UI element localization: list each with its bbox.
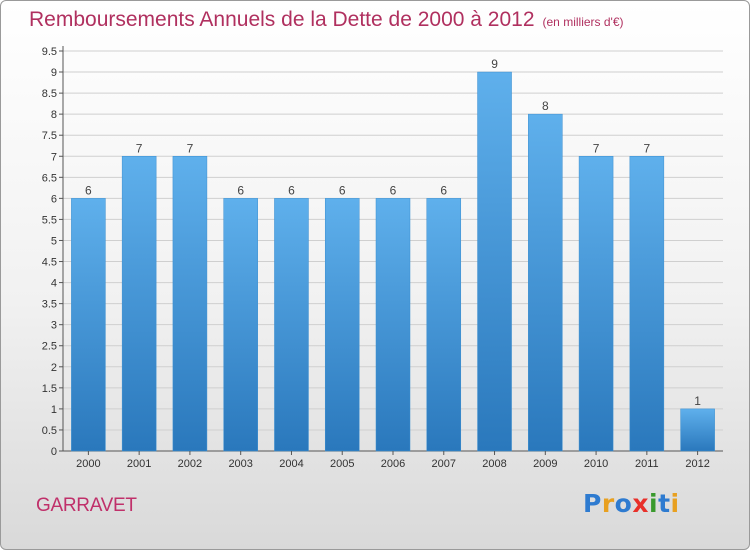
logo-letter: x [632, 489, 649, 518]
y-tick-label: 4 [51, 278, 57, 290]
data-label: 6 [85, 183, 92, 197]
data-label: 6 [288, 183, 295, 197]
data-label: 6 [440, 183, 447, 197]
y-tick-label: 4.5 [42, 257, 57, 269]
bar [528, 113, 563, 452]
y-tick-label: 8.5 [42, 88, 57, 100]
data-label: 7 [187, 141, 194, 155]
chart-unit: (en milliers d'€) [542, 15, 624, 29]
data-label: 9 [491, 57, 498, 71]
y-tick-label: 3 [51, 320, 57, 332]
data-label: 6 [390, 183, 397, 197]
logo-letter: i [670, 489, 680, 518]
data-label: 7 [136, 141, 143, 155]
bar [680, 408, 715, 452]
y-tick-label: 1 [51, 404, 57, 416]
y-tick-label: 9.5 [42, 46, 57, 58]
logo-letter: o [614, 489, 633, 518]
logo-letter: i [649, 489, 659, 518]
bar [172, 156, 208, 452]
x-tick-label: 2010 [584, 458, 608, 470]
bar [477, 71, 512, 452]
x-tick-label: 2005 [330, 458, 354, 470]
x-tick-label: 2011 [635, 458, 659, 470]
data-label: 7 [593, 141, 600, 155]
x-tick-label: 2007 [432, 458, 456, 470]
y-tick-label: 5 [51, 235, 57, 247]
y-tick-label: 1.5 [42, 383, 57, 395]
data-label: 7 [644, 141, 651, 155]
logo-letter: r [601, 489, 615, 518]
bar [426, 198, 462, 452]
y-tick-label: 0 [51, 446, 57, 458]
chart-title-text: Remboursements Annuels de la Dette de 20… [29, 8, 535, 31]
bar [324, 198, 360, 452]
x-tick-label: 2012 [685, 458, 709, 470]
y-tick-label: 6.5 [42, 172, 57, 184]
x-tick-label: 2009 [533, 458, 557, 470]
y-tick-label: 3.5 [42, 299, 57, 311]
bar [629, 156, 665, 452]
x-tick-label: 2008 [482, 458, 506, 470]
logo-letter: P [583, 489, 602, 518]
chart-title: Remboursements Annuels de la Dette de 20… [29, 8, 624, 32]
y-tick-label: 7.5 [42, 130, 57, 142]
x-tick-label: 2006 [381, 458, 405, 470]
data-label: 6 [237, 183, 244, 197]
y-tick-label: 6 [51, 193, 57, 205]
x-tick-label: 2001 [127, 458, 151, 470]
x-tick-label: 2000 [76, 458, 100, 470]
y-tick-label: 9 [51, 67, 57, 79]
bar [71, 198, 106, 452]
bar [274, 198, 309, 452]
y-tick-label: 7 [51, 151, 57, 163]
x-tick-label: 2003 [228, 458, 252, 470]
y-tick-label: 2.5 [42, 341, 57, 353]
data-label: 8 [542, 99, 549, 113]
x-tick-label: 2004 [279, 458, 303, 470]
bar [578, 156, 614, 452]
y-tick-label: 8 [51, 109, 57, 121]
municipality-name: GARRAVET [36, 495, 137, 516]
y-tick-label: 5.5 [42, 214, 57, 226]
y-tick-label: 0.5 [42, 425, 57, 437]
proxiti-logo[interactable]: Proxiti [583, 489, 680, 518]
x-tick-label: 2002 [178, 458, 202, 470]
bar [121, 156, 157, 452]
data-label: 1 [694, 394, 701, 408]
y-tick-label: 2 [51, 362, 57, 374]
logo-letter: t [658, 489, 671, 518]
data-label: 6 [339, 183, 346, 197]
bar [223, 198, 258, 452]
bar [375, 198, 411, 452]
